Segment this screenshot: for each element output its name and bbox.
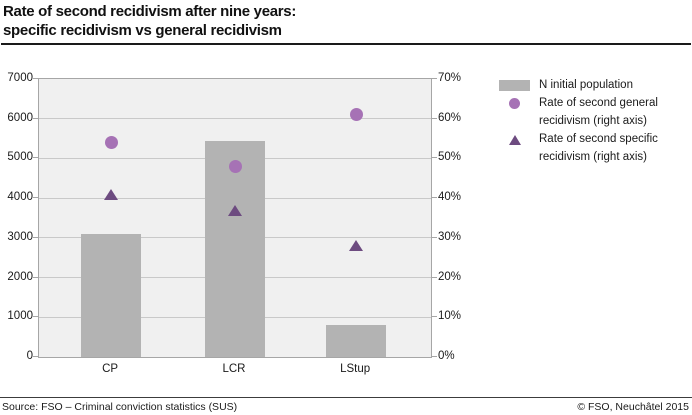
legend-item-bar: N initial population [498, 76, 690, 94]
left-tick-mark [33, 78, 38, 79]
right-axis-tick-label: 10% [438, 310, 462, 323]
left-tick-mark [33, 316, 38, 318]
triangle-marker-CP [104, 188, 119, 200]
x-axis-label-LStup: LStup [340, 363, 371, 375]
chart-title-line2: specific recidivism vs general recidivis… [3, 22, 282, 39]
right-axis-tick-label: 30% [438, 230, 462, 243]
circle-marker-CP [104, 136, 118, 150]
x-axis-label-CP: CP [102, 363, 119, 375]
left-axis-tick-label: 1000 [7, 310, 33, 323]
left-axis-tick-label: 2000 [7, 270, 33, 283]
left-axis-tick-label: 5000 [7, 151, 33, 164]
right-axis-tick-label: 0% [438, 350, 455, 362]
gridline [39, 118, 431, 120]
bar-LStup [326, 325, 387, 357]
right-tick-mark [432, 356, 437, 357]
circle-marker-LStup [349, 108, 363, 122]
right-axis-tick-label: 60% [438, 111, 462, 124]
chart-title: Rate of second recidivism after nine yea… [3, 2, 296, 40]
left-tick-mark [33, 276, 38, 278]
legend-label: Rate of second general recidivism (right… [539, 97, 658, 127]
left-axis-tick-label: 3000 [7, 230, 33, 243]
right-axis-tick-label: 70% [438, 72, 462, 84]
source-note: Source: FSO – Criminal conviction statis… [2, 401, 238, 413]
right-tick-mark [432, 236, 437, 238]
legend-label: N initial population [539, 79, 633, 91]
triangle-marker-icon [509, 135, 521, 145]
legend-item-triangle: Rate of second specific recidivism (righ… [498, 130, 690, 166]
left-axis-tick-label: 7000 [7, 72, 33, 84]
legend-label: Rate of second specific recidivism (righ… [539, 133, 658, 163]
right-axis-tick-label: 20% [438, 270, 462, 283]
left-tick-mark [33, 197, 38, 199]
legend: N initial population Rate of second gene… [498, 76, 690, 166]
triangle-marker-LCR [228, 204, 242, 216]
right-tick-mark [432, 316, 437, 318]
right-axis-tick-label: 40% [438, 191, 462, 204]
title-divider [1, 43, 691, 45]
chart-title-line1: Rate of second recidivism after nine yea… [3, 3, 297, 20]
triangle-marker-LStup [349, 240, 364, 252]
left-tick-mark [33, 356, 38, 357]
bar-CP [81, 233, 142, 357]
right-tick-mark [432, 78, 437, 79]
bar-swatch-icon [499, 80, 530, 91]
right-tick-mark [432, 197, 437, 199]
circle-marker-icon [509, 98, 520, 109]
right-axis-tick-label: 50% [438, 151, 462, 164]
left-axis-tick-label: 6000 [7, 111, 33, 124]
right-tick-mark [432, 157, 437, 159]
right-tick-mark [432, 276, 437, 278]
right-tick-mark [432, 117, 437, 119]
left-axis-tick-label: 4000 [7, 191, 33, 204]
x-axis-label-LCR: LCR [222, 363, 246, 375]
legend-item-circle: Rate of second general recidivism (right… [498, 94, 690, 130]
circle-marker-LCR [228, 159, 242, 173]
left-tick-mark [33, 117, 38, 119]
bar-LCR [205, 140, 265, 357]
footer-divider [0, 397, 692, 398]
left-axis-tick-label: 0 [26, 350, 33, 362]
left-tick-mark [33, 157, 38, 159]
plot-area [38, 78, 432, 358]
copyright-note: © FSO, Neuchâtel 2015 [577, 401, 689, 413]
left-tick-mark [33, 236, 38, 238]
